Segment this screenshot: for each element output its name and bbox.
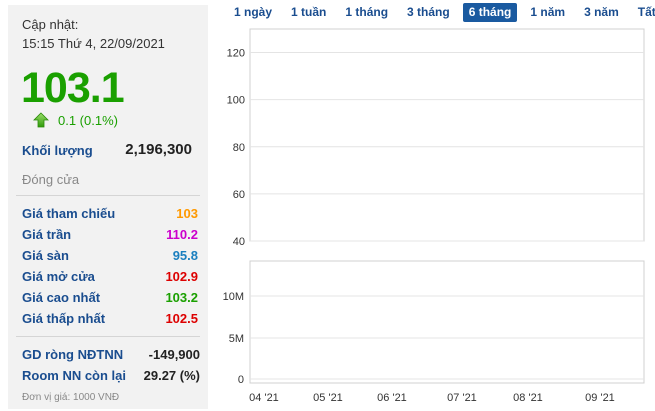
divider <box>16 336 200 337</box>
stat-open-price: Giá mở cửa 102.9 <box>22 269 198 284</box>
foreign-net-trade: GD ròng NĐTNN -149,900 <box>22 347 200 362</box>
unit-note: Đơn vị giá: 1000 VNĐ <box>22 392 120 403</box>
volume-tick-label: 0 <box>238 374 244 386</box>
month-tick-label: 08 '21 <box>513 392 543 404</box>
price-tick-label: 60 <box>233 189 245 201</box>
month-tick-label: 05 '21 <box>313 392 343 404</box>
tab-1-year[interactable]: 1 năm <box>530 5 566 19</box>
stat-label: Giá tham chiếu <box>22 206 116 221</box>
tab-1-day[interactable]: 1 ngày <box>234 5 273 19</box>
update-label: Cập nhật: <box>22 17 79 32</box>
month-tick-label: 04 '21 <box>249 392 279 404</box>
month-tick-label: 09 '21 <box>585 392 615 404</box>
current-price: 103.1 <box>21 64 125 112</box>
stat-floor-price: Giá sàn 95.8 <box>22 248 198 263</box>
volume-tick-label: 5M <box>229 333 244 345</box>
close-status: Đóng cửa <box>22 172 80 187</box>
price-tick-label: 40 <box>233 236 245 248</box>
stat-high-price: Giá cao nhất 103.2 <box>22 290 198 305</box>
price-tick-label: 80 <box>233 142 245 154</box>
tab-6-months[interactable]: 6 tháng <box>462 3 518 22</box>
price-tick-label: 120 <box>227 48 245 60</box>
month-tick-label: 06 '21 <box>377 392 407 404</box>
tab-all[interactable]: Tất cả <box>637 5 655 19</box>
stat-value: 102.9 <box>165 269 198 284</box>
price-tick-label: 100 <box>227 95 245 107</box>
volume-panel-frame <box>249 260 645 384</box>
foreign-room-label: Room NN còn lại <box>22 368 127 383</box>
stat-label: Giá trần <box>22 227 72 242</box>
foreign-net-label: GD ròng NĐTNN <box>22 347 124 362</box>
volume-value: 2,196,300 <box>125 141 192 158</box>
stat-ceiling-price: Giá trần 110.2 <box>22 227 198 242</box>
stat-label: Giá mở cửa <box>22 269 95 284</box>
stat-value: 110.2 <box>166 227 198 242</box>
stat-value: 102.5 <box>165 311 198 326</box>
stat-label: Giá sàn <box>22 248 69 263</box>
stat-label: Giá cao nhất <box>22 290 101 305</box>
foreign-room: Room NN còn lại 29.27 (%) <box>22 368 200 383</box>
stat-reference-price: Giá tham chiếu 103 <box>22 206 198 221</box>
foreign-net-value: -149,900 <box>148 347 200 362</box>
stat-low-price: Giá thấp nhất 102.5 <box>22 311 198 326</box>
stat-value: 95.8 <box>172 248 198 263</box>
tab-3-years[interactable]: 3 năm <box>584 5 619 19</box>
tab-1-week[interactable]: 1 tuần <box>291 5 327 19</box>
stat-value: 103 <box>176 206 198 221</box>
volume-tick-label: 10M <box>223 291 244 303</box>
time-range-tabs: 1 ngày 1 tuần 1 tháng 3 tháng 6 tháng 1 … <box>228 3 655 22</box>
tab-1-month[interactable]: 1 tháng <box>345 5 389 19</box>
price-change-value: 0.1 (0.1%) <box>58 112 118 128</box>
stat-label: Giá thấp nhất <box>22 311 106 326</box>
price-change: 0.1 (0.1%) <box>33 112 118 128</box>
update-time: 15:15 Thứ 4, 22/09/2021 <box>22 36 165 51</box>
chart-svg: 120 100 80 60 40 10M 5M 0 04 '21 05 '21 06 '21 07 '… <box>223 28 645 404</box>
price-panel-frame <box>249 28 645 242</box>
foreign-room-value: 29.27 (%) <box>143 368 200 383</box>
stat-value: 103.2 <box>165 290 198 305</box>
tab-3-months[interactable]: 3 tháng <box>407 5 450 19</box>
stock-chart: 120 100 80 60 40 10M 5M 0 04 '21 05 '21 06 '21 07 '… <box>212 26 652 411</box>
divider <box>16 195 200 196</box>
month-tick-label: 07 '21 <box>447 392 477 404</box>
up-arrow-icon <box>33 112 49 128</box>
volume-label: Khối lượng <box>22 143 93 158</box>
quote-summary-panel: Cập nhật: 15:15 Thứ 4, 22/09/2021 103.1 … <box>8 5 208 409</box>
